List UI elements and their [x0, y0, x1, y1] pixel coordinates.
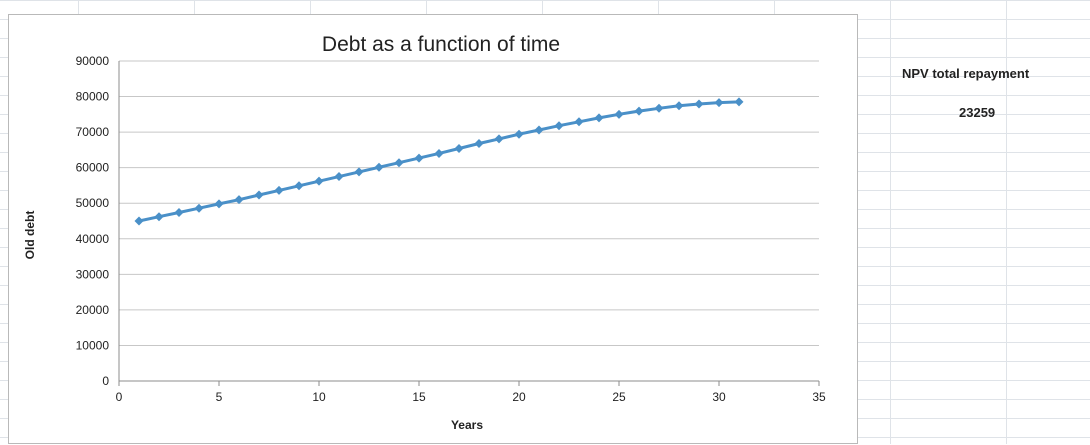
- series-layer: [134, 97, 744, 226]
- y-tick-label: 80000: [76, 90, 110, 104]
- x-tick-label: 35: [812, 390, 826, 404]
- data-point-marker: [594, 113, 604, 123]
- data-point-marker: [514, 129, 524, 139]
- y-tick-label: 0: [102, 374, 109, 388]
- data-point-marker: [414, 153, 424, 163]
- data-point-marker: [394, 158, 404, 168]
- y-tick-label: 50000: [76, 196, 110, 210]
- data-point-marker: [254, 190, 264, 200]
- data-point-marker: [534, 125, 544, 135]
- debt-line-chart: Debt as a function of time 0 10000 20000 30…: [23, 33, 826, 432]
- data-point-marker: [214, 199, 224, 209]
- gridlines: [119, 60, 819, 346]
- x-tick-label: 5: [216, 390, 223, 404]
- data-point-marker: [454, 143, 464, 153]
- y-tick-label: 60000: [76, 161, 110, 175]
- data-point-marker: [674, 101, 684, 111]
- x-tick-label: 20: [512, 390, 526, 404]
- y-tick-label: 10000: [76, 338, 110, 352]
- npv-value-cell[interactable]: 23259: [959, 105, 996, 120]
- x-tick-label: 25: [612, 390, 626, 404]
- x-tick-labels: 0 5 10 15 20 25 30 35: [116, 390, 826, 404]
- data-point-marker: [334, 172, 344, 182]
- data-point-marker: [174, 207, 184, 217]
- chart-title: Debt as a function of time: [322, 33, 560, 56]
- x-tick-label: 10: [312, 390, 326, 404]
- y-axis-label: Old debt: [23, 211, 37, 260]
- data-point-marker: [354, 167, 364, 177]
- y-tick-label: 70000: [76, 125, 110, 139]
- x-tick-label: 0: [116, 390, 123, 404]
- data-point-marker: [294, 181, 304, 191]
- data-point-marker: [654, 103, 664, 113]
- data-point-marker: [474, 138, 484, 148]
- axes: [118, 61, 820, 386]
- npv-label-cell[interactable]: NPV total repayment: [902, 66, 1030, 81]
- x-tick-label: 30: [712, 390, 726, 404]
- data-point-marker: [434, 148, 444, 158]
- data-point-marker: [234, 195, 244, 205]
- data-point-marker: [374, 162, 384, 172]
- data-point-marker: [494, 134, 504, 144]
- data-point-marker: [694, 99, 704, 109]
- data-point-marker: [554, 121, 564, 131]
- data-point-marker: [574, 117, 584, 127]
- data-point-marker: [734, 97, 744, 107]
- y-tick-label: 20000: [76, 303, 110, 317]
- y-tick-label: 30000: [76, 267, 110, 281]
- data-point-marker: [314, 176, 324, 186]
- chart-area[interactable]: Debt as a function of time 0 10000 20000 30…: [8, 14, 858, 444]
- data-point-marker: [614, 109, 624, 119]
- data-point-marker: [194, 203, 204, 213]
- x-tick-label: 15: [412, 390, 426, 404]
- data-point-marker: [634, 106, 644, 116]
- y-tick-label: 90000: [76, 54, 110, 68]
- y-tick-labels: 0 10000 20000 30000 40000 50000 60000 70000 8000…: [76, 54, 110, 388]
- data-point-marker: [714, 98, 724, 108]
- data-point-marker: [154, 212, 164, 222]
- data-point-marker: [274, 185, 284, 195]
- data-point-marker: [134, 216, 144, 226]
- y-tick-label: 40000: [76, 232, 110, 246]
- x-axis-label: Years: [451, 418, 483, 432]
